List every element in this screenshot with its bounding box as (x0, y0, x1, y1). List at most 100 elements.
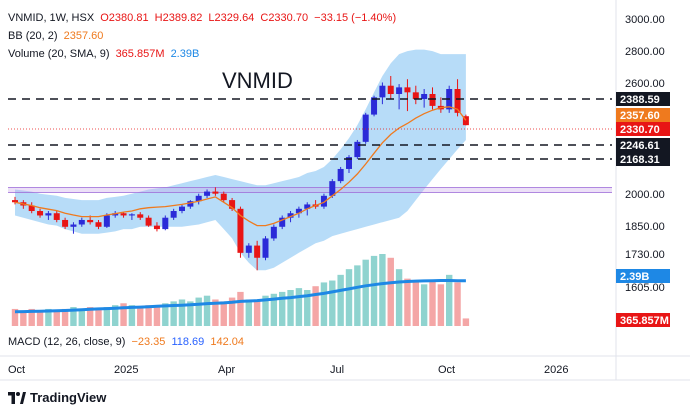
candle[interactable] (287, 213, 294, 218)
volume-bar (153, 307, 161, 326)
volume-bar (203, 295, 211, 326)
candle[interactable] (229, 200, 236, 209)
y-tick-label: 2600.00 (625, 78, 665, 90)
legend-volume[interactable]: Volume (20, SMA, 9) 365.857M 2.39B (8, 46, 202, 62)
candle[interactable] (387, 85, 394, 95)
candle[interactable] (379, 85, 386, 98)
x-tick-label: 2025 (114, 364, 138, 376)
candle[interactable] (128, 214, 135, 216)
candle[interactable] (62, 219, 69, 227)
candle[interactable] (329, 181, 336, 196)
legend-open: O2380.81 (100, 12, 149, 24)
price-label: 2246.61 (620, 140, 660, 152)
volume-bar (162, 303, 169, 326)
legend-volume-value: 365.857M (115, 48, 165, 60)
volume-bar (279, 291, 286, 326)
candle[interactable] (170, 211, 177, 218)
volume-bar (220, 301, 227, 326)
volume-bar (287, 290, 294, 326)
candle[interactable] (70, 224, 77, 227)
support-zone (8, 187, 612, 193)
candle[interactable] (346, 157, 352, 169)
candle[interactable] (28, 205, 35, 212)
candle[interactable] (237, 208, 244, 253)
tradingview-logo-icon (8, 391, 26, 404)
candle[interactable] (162, 217, 169, 230)
candle[interactable] (195, 195, 202, 202)
candle[interactable] (454, 89, 461, 113)
legend-volume-label: Volume (20, SMA, 9) (8, 48, 110, 60)
candle[interactable] (204, 191, 211, 196)
x-tick-label: 2026 (544, 364, 568, 376)
candle[interactable] (145, 217, 152, 226)
volume-bar (53, 310, 60, 326)
candle[interactable] (404, 87, 411, 93)
volume-bar (45, 308, 52, 326)
candle[interactable] (254, 245, 261, 258)
volume-bar (137, 307, 144, 326)
candle[interactable] (78, 219, 85, 225)
volume-bar (112, 305, 119, 326)
candle[interactable] (354, 141, 361, 158)
volume-bar (337, 274, 344, 326)
candle[interactable] (212, 191, 219, 194)
candle[interactable] (320, 195, 327, 207)
footer-brand[interactable]: TradingView (8, 390, 106, 405)
volume-bar (28, 308, 35, 326)
candle[interactable] (53, 213, 60, 220)
candle[interactable] (304, 204, 311, 209)
candle[interactable] (371, 97, 378, 115)
x-tick-label: Jul (330, 364, 344, 376)
volume-bar (103, 307, 111, 326)
volume-bar (212, 299, 219, 326)
volume-bar (11, 308, 19, 326)
candle[interactable] (153, 225, 160, 230)
legend-low: L2329.64 (208, 12, 255, 24)
candle[interactable] (412, 92, 419, 100)
bollinger-basis-line (14, 106, 467, 227)
y-tick-label: 3000.00 (625, 14, 665, 26)
candle[interactable] (187, 201, 194, 207)
legend-bb-value: 2357.60 (63, 30, 104, 42)
candle[interactable] (220, 193, 227, 201)
candle[interactable] (337, 168, 344, 182)
legend-close: C2330.70 (260, 12, 309, 24)
candle[interactable] (103, 215, 110, 227)
candle[interactable] (87, 219, 94, 223)
volume-bar (262, 295, 269, 326)
candle[interactable] (295, 208, 302, 214)
volume-bar (446, 274, 453, 326)
volume-bar (362, 259, 369, 326)
price-label: 2168.31 (620, 154, 660, 166)
candle[interactable] (12, 200, 18, 203)
candle[interactable] (137, 214, 144, 218)
candle[interactable] (120, 213, 127, 216)
candle[interactable] (270, 226, 277, 239)
legend-macd[interactable]: MACD (12, 26, close, 9) −23.35 118.69 14… (8, 334, 247, 350)
candle[interactable] (396, 87, 403, 95)
legend-bb[interactable]: BB (20, 2) 2357.60 (8, 28, 106, 44)
candle[interactable] (421, 94, 428, 100)
price-label-box (616, 92, 670, 106)
volume-bar (187, 301, 194, 326)
candle[interactable] (179, 206, 185, 212)
y-tick-label: 1850.00 (625, 221, 665, 233)
legend-macd-label: MACD (12, 26, close, 9) (8, 336, 126, 348)
candle[interactable] (429, 94, 436, 106)
price-label-box (616, 122, 670, 136)
volume-bar (245, 299, 252, 326)
volume-bar (379, 254, 386, 326)
candle[interactable] (279, 217, 286, 227)
candle[interactable] (45, 213, 52, 216)
volume-bar (304, 290, 311, 326)
candle[interactable] (37, 211, 44, 216)
candle[interactable] (95, 222, 102, 227)
candle[interactable] (462, 116, 469, 126)
legend-change: −33.15 (−1.40%) (314, 12, 397, 24)
candle[interactable] (245, 245, 252, 253)
candle[interactable] (262, 238, 269, 258)
candle[interactable] (362, 114, 369, 142)
volume-bar (462, 318, 470, 326)
